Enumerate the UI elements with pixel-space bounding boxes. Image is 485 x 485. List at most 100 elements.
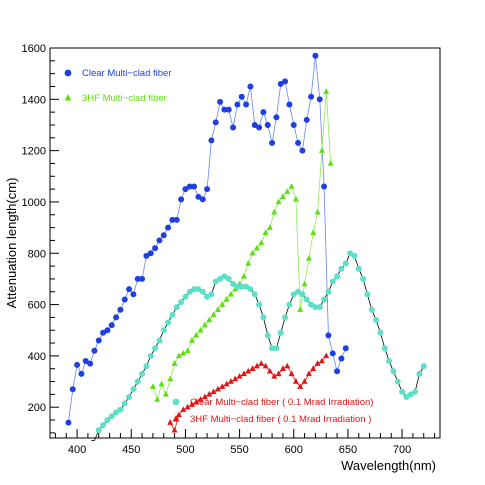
data-point [299, 291, 306, 298]
data-point [253, 244, 260, 251]
data-point [234, 283, 241, 290]
data-point [178, 196, 185, 203]
data-point [156, 337, 163, 344]
y-tick-label: 1600 [22, 43, 46, 55]
data-point [100, 422, 107, 429]
data-point [95, 427, 102, 434]
data-point [201, 393, 208, 400]
data-point [134, 378, 141, 385]
data-point [212, 278, 219, 285]
data-point [338, 265, 345, 272]
x-tick-label: 400 [68, 444, 86, 456]
data-point [225, 106, 232, 113]
data-point [240, 370, 247, 377]
data-point [308, 301, 315, 308]
data-point [286, 101, 293, 108]
data-point [238, 93, 245, 100]
data-point [245, 260, 252, 266]
data-point [113, 314, 120, 321]
x-tick-label: 650 [339, 444, 357, 456]
data-point [312, 52, 319, 59]
data-point [279, 193, 286, 200]
data-point [152, 245, 159, 252]
data-point [390, 368, 397, 375]
data-point [321, 183, 328, 190]
data-point [301, 280, 308, 287]
data-point [87, 360, 94, 367]
data-point [256, 301, 263, 308]
data-point [249, 365, 256, 371]
data-point [191, 286, 198, 293]
data-point [314, 208, 321, 215]
data-point [165, 319, 172, 326]
data-point [160, 327, 167, 334]
data-point [251, 291, 258, 298]
data-point [271, 372, 278, 379]
data-point [167, 419, 174, 425]
data-point [305, 254, 312, 261]
data-point [310, 229, 317, 235]
data-point [171, 426, 178, 433]
data-point [284, 188, 291, 194]
data-point [368, 306, 375, 313]
data-point [264, 332, 271, 339]
data-point [325, 332, 332, 339]
data-point [232, 375, 239, 382]
y-tick-label: 600 [28, 300, 46, 312]
y-tick-label: 400 [28, 351, 46, 363]
data-point [95, 337, 102, 344]
data-point [149, 383, 156, 389]
legend-label: 3HF Multi−clad fiber ( 0.1 Mrad Irradiat… [190, 414, 371, 425]
data-point [318, 357, 325, 364]
data-point [126, 286, 133, 293]
data-point [279, 365, 286, 371]
data-point [191, 183, 198, 190]
data-point [295, 139, 302, 146]
data-point [355, 265, 362, 272]
data-point [162, 390, 169, 397]
data-point [143, 363, 150, 370]
y-axis-title: Attenuation length(cm) [4, 178, 19, 309]
data-point [139, 275, 146, 282]
series-3 [91, 250, 427, 441]
data-point [269, 139, 276, 146]
x-tick-label: 500 [176, 444, 194, 456]
data-point [175, 352, 182, 359]
data-point [147, 352, 154, 359]
legend: Clear Multi−clad fiber 3HF Multi−clad fib… [64, 68, 373, 425]
data-point [210, 388, 217, 395]
data-point [342, 260, 349, 267]
data-point [295, 288, 302, 295]
data-point [260, 109, 267, 116]
data-point [305, 370, 312, 377]
data-point [373, 316, 380, 323]
data-point [292, 195, 299, 202]
legend-marker [172, 415, 180, 422]
data-point [186, 288, 193, 295]
data-point [208, 291, 215, 298]
data-point [188, 401, 195, 407]
data-point [219, 383, 226, 389]
data-point [121, 296, 128, 303]
data-point [288, 370, 295, 377]
legend-label: Clear Multi−clad fiber ( 0.1 Mrad Irradi… [190, 397, 373, 408]
plot-frame [49, 47, 441, 439]
x-tick-label: 700 [393, 444, 411, 456]
data-point [310, 365, 317, 371]
data-point [130, 291, 137, 298]
data-point [234, 101, 241, 108]
data-point [154, 396, 161, 402]
data-point [175, 411, 182, 418]
data-point [165, 224, 172, 231]
series-line [68, 55, 347, 423]
data-point [247, 286, 254, 293]
data-point [329, 350, 336, 357]
data-point [258, 239, 265, 246]
y-tick-label: 1200 [22, 146, 46, 158]
data-point [143, 252, 150, 259]
data-point [121, 400, 128, 407]
data-point [264, 121, 271, 128]
data-point [321, 296, 328, 303]
data-point [269, 345, 276, 352]
data-point [403, 393, 410, 400]
